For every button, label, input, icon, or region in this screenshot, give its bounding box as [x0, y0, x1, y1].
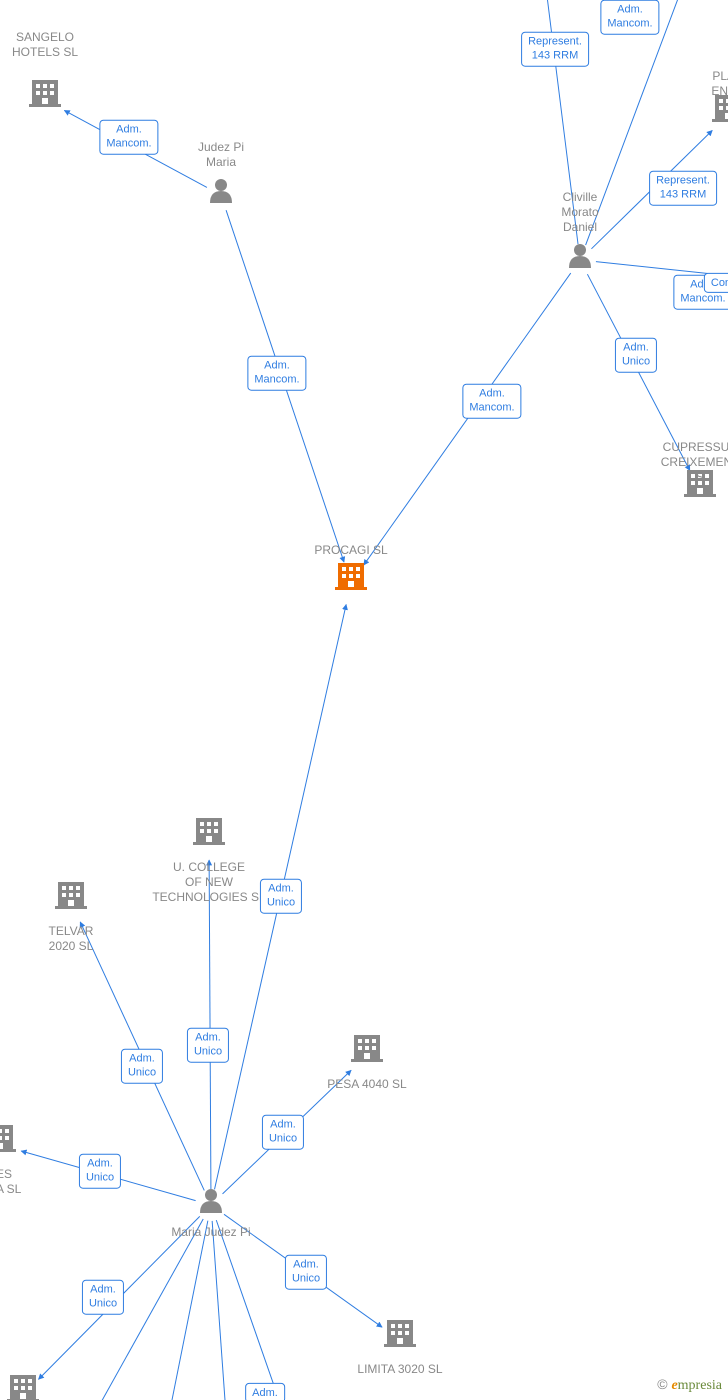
node-label: U. COLLEGE OF NEW TECHNOLOGIES SL [152, 860, 265, 905]
edge-label: Adm. Mancom. [600, 0, 659, 34]
node-label: PLAN ENER [711, 69, 728, 99]
node-label: LIMITA 3020 SL [357, 1362, 442, 1377]
node-label: Cliville Morato Daniel [561, 190, 598, 235]
edge-label: Consej [704, 273, 728, 293]
edge-label: Adm. Unico [285, 1255, 327, 1290]
company-node-icon[interactable] [7, 1375, 39, 1400]
company-node-icon[interactable] [351, 1035, 383, 1062]
company-node-icon[interactable] [0, 1125, 16, 1152]
node-label: TELVAR 2020 SL [49, 924, 94, 954]
node-label: CUPRESSUS CREIXEMENT S [661, 440, 728, 485]
copyright-symbol: © [657, 1376, 667, 1392]
edge-label: Adm. [245, 1383, 285, 1400]
edge-label: Adm. Unico [82, 1280, 124, 1315]
node-label: PROCAGI SL [314, 543, 387, 558]
edge-label: Adm. Unico [260, 879, 302, 914]
edge-label: Adm. Mancom. [99, 120, 158, 155]
network-canvas [0, 0, 728, 1400]
edge-label: Adm. Unico [121, 1049, 163, 1084]
edge-label: Adm. Unico [187, 1028, 229, 1063]
edge-label: Represent. 143 RRM [649, 171, 717, 206]
node-label: SANGELO HOTELS SL [12, 30, 78, 60]
person-node-icon[interactable] [200, 1189, 222, 1213]
watermark: © empresia [657, 1376, 722, 1394]
node-label: Judez Pi Maria [198, 140, 244, 170]
edge-label: Adm. Mancom. [247, 356, 306, 391]
company-node-icon[interactable] [193, 818, 225, 845]
edge-label: Adm. Unico [79, 1154, 121, 1189]
edge [216, 1220, 292, 1400]
edge-label: Adm. Mancom. [462, 384, 521, 419]
node-label: Maria Judez Pi [171, 1225, 250, 1240]
person-node-icon[interactable] [210, 179, 232, 203]
company-node-icon[interactable] [55, 882, 87, 909]
edge [364, 273, 571, 565]
company-node-icon[interactable] [29, 80, 61, 107]
edge-label: Represent. 143 RRM [521, 32, 589, 67]
edge [586, 0, 693, 245]
node-label: PESA 4040 SL [327, 1077, 406, 1092]
node-label: SES OSA SL [0, 1167, 21, 1197]
edge [164, 1221, 208, 1400]
edge [209, 860, 211, 1189]
company-node-icon[interactable] [384, 1320, 416, 1347]
company-node-icon[interactable] [712, 95, 728, 122]
company-node-icon[interactable] [335, 563, 367, 590]
person-node-icon[interactable] [569, 244, 591, 268]
brand-rest: mpresia [678, 1378, 722, 1393]
edge-label: Adm. Unico [262, 1115, 304, 1150]
edge-label: Adm. Unico [615, 338, 657, 373]
